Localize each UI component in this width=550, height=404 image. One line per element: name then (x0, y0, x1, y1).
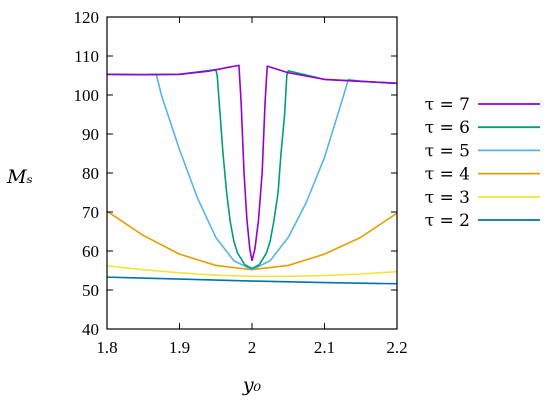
y-axis-title: Mₛ (6, 166, 33, 188)
y-tick-label: 60 (82, 242, 99, 261)
y-tick-label: 50 (82, 281, 99, 300)
series-line-5-segment-0 (107, 276, 397, 285)
y-tick-label: 40 (82, 320, 99, 339)
y-tick-label: 120 (74, 8, 100, 27)
y-tick-label: 80 (82, 164, 99, 183)
y-tick-label: 110 (74, 47, 99, 66)
y-tick-label: 90 (82, 125, 99, 144)
legend-label: τ = 3 (425, 188, 470, 208)
series-line-0-segment-0 (107, 64, 253, 261)
series-line-4-segment-0 (107, 265, 397, 278)
x-axis-title: y₀ (242, 374, 262, 396)
legend-label: τ = 4 (425, 165, 470, 185)
series-line-2-segment-0 (107, 73, 397, 271)
series-line-3-segment-0 (107, 210, 397, 271)
y-tick-label: 100 (74, 86, 100, 105)
x-tick-label: 1.9 (169, 338, 190, 357)
legend-label: τ = 7 (425, 95, 470, 115)
legend-label: τ = 2 (425, 211, 470, 231)
ticks-layer: 1.8 1.9 2 2.1 2.2 40 50 60 70 80 90 100 110 120 (74, 8, 408, 357)
x-tick-label: 2.1 (314, 338, 335, 357)
series-line-0-segment-1 (251, 65, 397, 261)
x-tick-label: 1.8 (96, 338, 117, 357)
y-tick-label: 70 (82, 203, 99, 222)
series-line-1-segment-0 (107, 68, 397, 270)
x-tick-label: 2.2 (386, 338, 407, 357)
legend-label: τ = 5 (425, 141, 470, 161)
legend: τ = 7 τ = 6 τ = 5 τ = 4 τ = 3 τ = 2 (425, 95, 540, 231)
x-tick-label: 2 (248, 338, 257, 357)
plot-frame (106, 16, 398, 330)
legend-label: τ = 6 (425, 118, 470, 138)
series-layer (107, 64, 397, 285)
